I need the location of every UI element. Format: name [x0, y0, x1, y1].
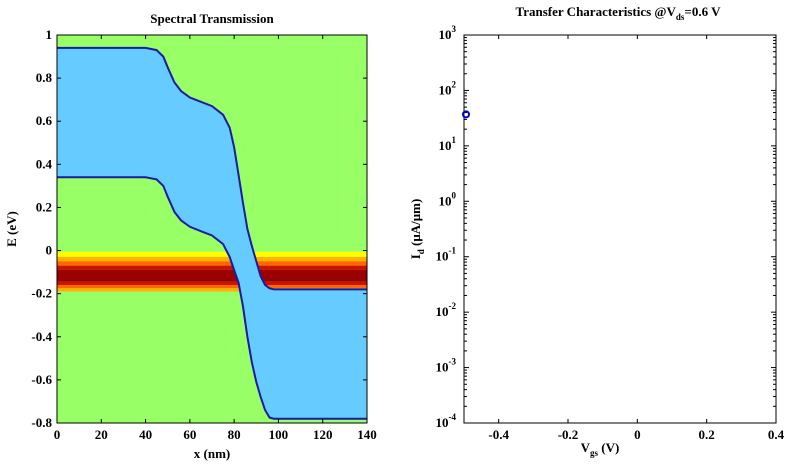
y-tick-label: 0.2: [36, 199, 52, 214]
transmission-band: [57, 257, 367, 262]
y-tick-label: -0.6: [31, 372, 52, 387]
x-tick-label: 140: [357, 427, 377, 442]
transmission-band: [57, 288, 367, 292]
x-tick-label: 40: [139, 427, 152, 442]
x-tick-label: 20: [95, 427, 108, 442]
transmission-band: [57, 261, 367, 266]
y-tick-label: 10-4: [436, 412, 457, 430]
transmission-band: [57, 269, 367, 282]
x-tick-label: 0: [54, 427, 61, 442]
y-tick-label: 10-3: [436, 357, 457, 375]
y-tick-label: 10-2: [436, 301, 457, 319]
transfer-panel: -0.4 -0.2 0 0.2 0.4 10-4 10-3 10-2 10-1 100 101 102…: [408, 4, 785, 458]
y-tick-label: 103: [439, 24, 457, 42]
x-tick-label: -0.4: [488, 427, 509, 442]
valence-band-line: [57, 176, 367, 420]
x-axis-label: Vgs (V): [581, 440, 620, 458]
y-tick-label: 10-1: [436, 246, 457, 264]
x-tick-label: -0.2: [558, 427, 579, 442]
y-axis-label: E (eV): [4, 211, 19, 247]
x-tick-label: 120: [313, 427, 333, 442]
conduction-band-line: [57, 46, 367, 291]
x-tick-label: 100: [269, 427, 289, 442]
y-tick-label: 0.8: [36, 70, 53, 85]
chart-title: Spectral Transmission: [150, 11, 274, 26]
y-tick-label: -0.2: [31, 286, 52, 301]
transmission-band: [57, 285, 367, 289]
spectral-panel: 0 20 40 60 80 100 120 140 -0.8 -0.6 -0.4 -0.2 0 0.2 0.…: [4, 11, 377, 461]
x-tick-label: 0.2: [699, 427, 715, 442]
y-tick-label: 102: [439, 79, 457, 97]
x-tick-label: 60: [183, 427, 196, 442]
axis-ticks: 0 20 40 60 80 100 120 140 -0.8 -0.6 -0.4 -0.2 0 0.2 0.…: [31, 27, 376, 442]
y-tick-label: 1: [46, 27, 53, 42]
axis-ticks: -0.4 -0.2 0 0.2 0.4 10-4 10-3 10-2 10-1 100 101 102…: [436, 24, 785, 442]
plot-frame: [56, 34, 368, 424]
y-tick-label: 100: [439, 190, 457, 208]
chart-title: Transfer Characteristics @Vds=0.6 V: [516, 4, 722, 22]
data-points: [462, 110, 470, 119]
transmission-band: [57, 265, 367, 270]
x-tick-label: 0.4: [768, 427, 785, 442]
transmission-band: [57, 281, 367, 286]
y-tick-label: -0.8: [31, 415, 52, 430]
transmission-window: [57, 251, 367, 292]
y-tick-label: -0.4: [31, 329, 52, 344]
y-tick-label: 101: [439, 135, 457, 153]
y-tick-label: 0.4: [36, 156, 53, 171]
x-tick-label: 0: [634, 427, 641, 442]
x-axis-label: x (nm): [194, 446, 230, 461]
transmission-band: [57, 251, 367, 258]
y-tick-label: 0: [46, 243, 53, 258]
y-tick-label: 0.6: [36, 113, 53, 128]
plot-frame: [463, 34, 777, 424]
y-axis-label: Id (μA/μm): [408, 199, 426, 260]
data-point: [462, 110, 470, 119]
band-fill: [57, 47, 367, 419]
x-tick-label: 80: [228, 427, 241, 442]
